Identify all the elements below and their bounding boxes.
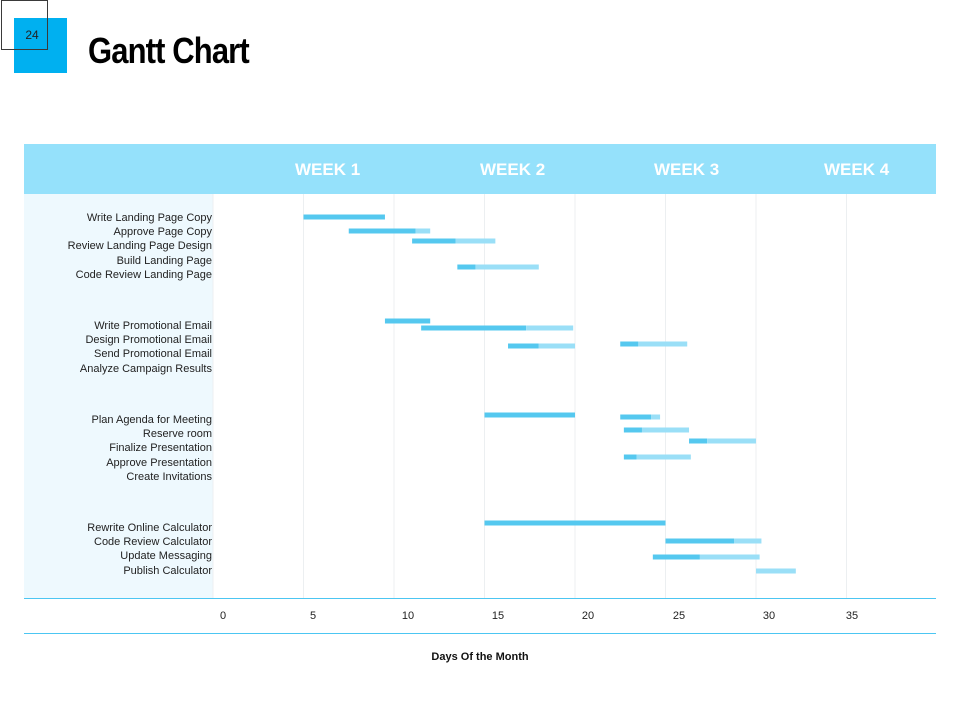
gantt-bar-complete xyxy=(689,438,708,444)
week-2-label: WEEK 2 xyxy=(480,160,546,179)
task-label: Design Promotional Email xyxy=(85,334,212,346)
gantt-bar-remaining xyxy=(455,238,496,244)
task-label: Write Promotional Email xyxy=(94,320,212,332)
gantt-bar-remaining xyxy=(734,538,762,544)
x-tick-label: 0 xyxy=(219,610,227,622)
week-4-label: WEEK 4 xyxy=(824,160,890,179)
gantt-bar-remaining xyxy=(756,568,796,574)
gantt-bar-complete xyxy=(623,454,637,460)
x-axis-title: Days Of the Month xyxy=(431,651,529,663)
week-header-band xyxy=(24,144,936,194)
gantt-bar-complete xyxy=(623,427,642,433)
x-tick-label: 30 xyxy=(762,610,776,622)
gantt-bar-remaining xyxy=(538,343,575,349)
x-tick-label: 10 xyxy=(401,610,415,622)
task-label: Publish Calculator xyxy=(123,565,212,577)
task-label: Finalize Presentation xyxy=(109,442,212,454)
task-label: Create Invitations xyxy=(126,471,212,483)
gantt-bar-complete xyxy=(421,325,527,331)
gantt-bar-remaining xyxy=(526,325,574,331)
gantt-bar-complete xyxy=(412,238,456,244)
gantt-bar-complete xyxy=(484,412,575,418)
gantt-bar-remaining xyxy=(707,438,756,444)
x-tick-label: 5 xyxy=(309,610,317,622)
gantt-bar-complete xyxy=(348,228,416,234)
x-tick-label: 15 xyxy=(491,610,505,622)
axis-top-line xyxy=(24,598,936,599)
gantt-bar-remaining xyxy=(415,228,431,234)
axis-bottom-line xyxy=(24,633,936,634)
task-label: Plan Agenda for Meeting xyxy=(91,414,212,426)
gantt-bar-complete xyxy=(620,341,639,347)
task-label: Rewrite Online Calculator xyxy=(87,522,212,534)
x-tick-label: 20 xyxy=(581,610,595,622)
slide-number-badge xyxy=(14,18,67,73)
page-title: Gantt Chart xyxy=(88,30,250,71)
task-label: Analyze Campaign Results xyxy=(79,363,212,375)
gantt-bar-complete xyxy=(484,520,666,526)
gantt-bar-complete xyxy=(652,554,700,560)
task-label: Send Promotional Email xyxy=(93,348,212,360)
task-label: Code Review Landing Page xyxy=(75,269,212,281)
task-label: Approve Presentation xyxy=(106,457,212,469)
task-label: Build Landing Page xyxy=(116,255,212,267)
gantt-bar-remaining xyxy=(651,414,661,420)
x-tick-label: 35 xyxy=(845,610,859,622)
task-label-panel xyxy=(24,194,213,598)
week-1-label: WEEK 1 xyxy=(295,160,361,179)
gantt-bar-remaining xyxy=(641,427,690,433)
task-label: Update Messaging xyxy=(120,550,212,562)
slide-number-frame xyxy=(1,0,48,50)
gantt-bar-remaining xyxy=(699,554,760,560)
task-label: Code Review Calculator xyxy=(94,536,212,548)
week-3-label: WEEK 3 xyxy=(654,160,720,179)
task-label: Reserve room xyxy=(142,428,212,440)
gantt-bar-remaining xyxy=(638,341,688,347)
gantt-bar-complete xyxy=(620,414,652,420)
task-label: Review Landing Page Design xyxy=(67,240,212,252)
slide-number: 24 xyxy=(25,28,39,42)
gantt-bar-remaining xyxy=(636,454,691,460)
gantt-bar-complete xyxy=(384,318,431,324)
gantt-bar-complete xyxy=(665,538,735,544)
gantt-bar-complete xyxy=(303,214,385,220)
task-label: Write Landing Page Copy xyxy=(86,212,212,224)
gantt-bar-complete xyxy=(457,264,476,270)
task-label: Approve Page Copy xyxy=(113,226,212,238)
x-tick-label: 25 xyxy=(672,610,686,622)
gantt-bar-complete xyxy=(508,343,539,349)
gantt-bar-remaining xyxy=(475,264,539,270)
